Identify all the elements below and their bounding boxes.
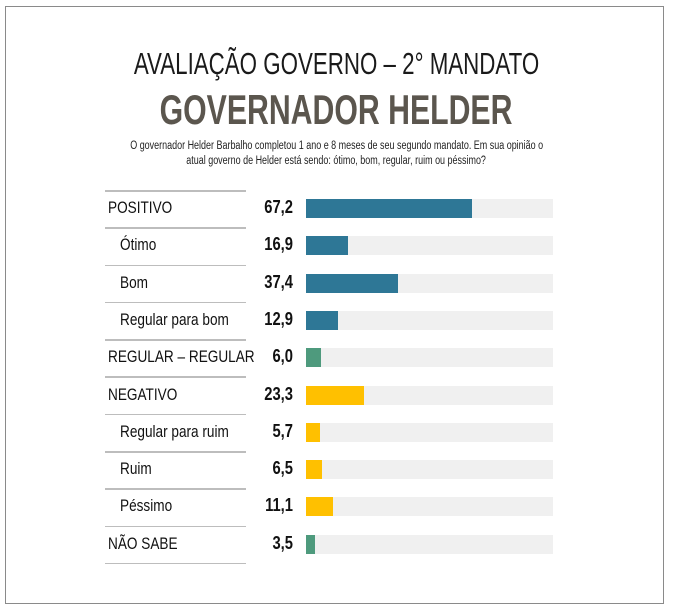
value-label: 12,9 — [264, 308, 293, 329]
category-label: NÃO SABE — [108, 533, 178, 553]
row-divider — [105, 488, 246, 490]
bar-track — [306, 236, 553, 256]
row-divider — [105, 376, 246, 378]
bar — [306, 460, 323, 480]
bar-track — [306, 199, 553, 218]
value-label: 11,1 — [265, 495, 293, 516]
bar-row: NEGATIVO 23,3 — [105, 377, 565, 416]
bar — [306, 385, 364, 405]
chart-frame — [5, 6, 664, 604]
value-label: 6,0 — [272, 346, 293, 367]
category-label: NEGATIVO — [108, 384, 178, 404]
bar-row: Ruim 6,5 — [105, 451, 565, 490]
bar-row: REGULAR – REGULAR 6,0 — [105, 339, 565, 378]
bar — [306, 534, 315, 554]
category-label: POSITIVO — [108, 198, 173, 217]
bar-row: NÃO SABE 3,5 — [105, 526, 565, 565]
bar — [306, 497, 334, 517]
bar-track — [306, 385, 553, 405]
category-label: Bom — [120, 272, 148, 292]
category-label: Regular para bom — [120, 309, 229, 329]
bar-track — [306, 460, 553, 480]
bar-row: Regular para bom 12,9 — [105, 302, 565, 341]
value-label: 37,4 — [264, 271, 293, 292]
bar — [306, 310, 338, 330]
row-divider — [105, 339, 246, 341]
category-label: Regular para ruim — [120, 421, 229, 441]
value-label: 3,5 — [272, 532, 293, 553]
bar — [306, 199, 472, 218]
value-label: 67,2 — [264, 197, 293, 217]
row-divider — [105, 562, 246, 565]
value-label: 16,9 — [264, 234, 293, 255]
bar — [306, 236, 348, 256]
bar-track — [306, 310, 553, 330]
value-label: 6,5 — [272, 458, 293, 479]
bar-track — [306, 497, 553, 517]
bar-track — [306, 422, 553, 442]
bar-track — [306, 534, 553, 554]
row-divider — [105, 525, 246, 528]
row-divider — [105, 451, 246, 453]
category-label: REGULAR – REGULAR — [108, 347, 255, 367]
question-text: O governador Helder Barbalho completou 1… — [130, 140, 543, 167]
bar-row: Péssimo 11,1 — [105, 488, 565, 528]
row-divider — [105, 301, 246, 304]
bar — [306, 273, 399, 293]
bar-row: Regular para ruim 5,7 — [105, 414, 565, 453]
chart-subtitle: GOVERNADOR HELDER — [160, 86, 513, 133]
category-label: Ruim — [120, 459, 152, 479]
row-divider — [105, 190, 246, 192]
value-label: 5,7 — [272, 420, 293, 441]
row-divider — [105, 264, 246, 267]
value-label: 23,3 — [264, 383, 293, 404]
row-divider — [105, 413, 246, 416]
bar-row: Ótimo 16,9 — [105, 227, 565, 267]
category-label: Péssimo — [120, 496, 173, 516]
bar-row: Bom 37,4 — [105, 265, 565, 304]
bar — [306, 422, 321, 442]
bar-track — [306, 348, 553, 368]
chart-title: AVALIAÇÃO GOVERNO – 2° MANDATO — [133, 46, 540, 81]
category-label: Ótimo — [120, 235, 157, 255]
bar-track — [306, 273, 553, 293]
row-divider — [105, 227, 246, 229]
bar — [306, 348, 321, 368]
bar-row: POSITIVO 67,2 — [105, 190, 565, 229]
